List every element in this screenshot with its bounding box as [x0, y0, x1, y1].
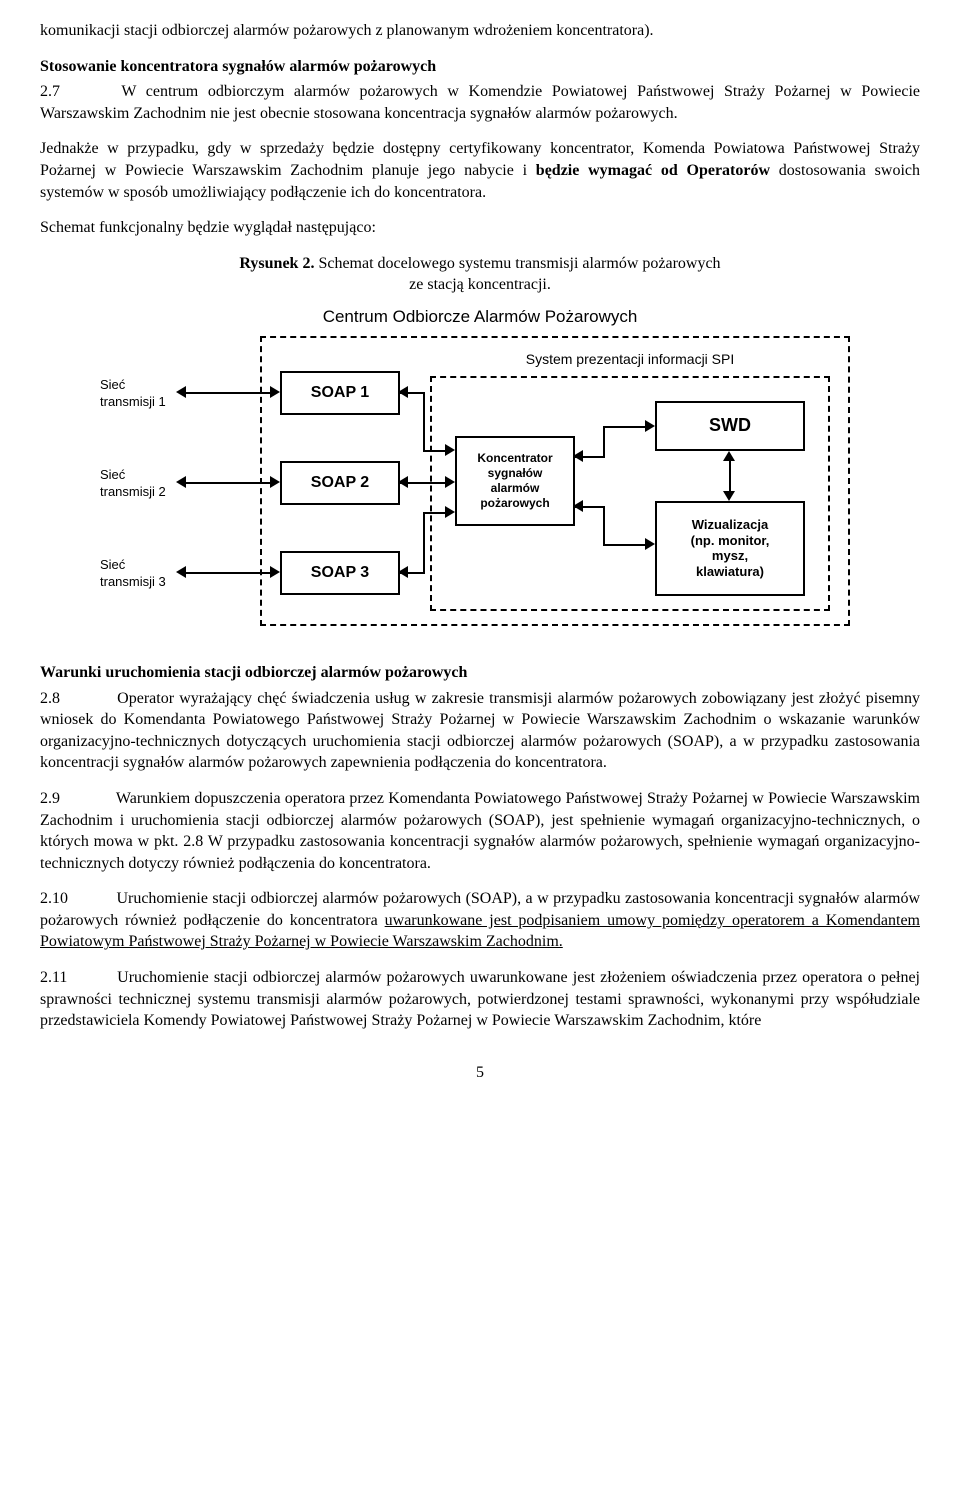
diagram: Centrum Odbiorcze Alarmów Pożarowych Sys…	[100, 306, 860, 636]
page-number: 5	[40, 1062, 920, 1084]
text-2-7b-bold: będzie wymagać od Operatorów	[536, 162, 770, 179]
figure-caption-b: Rysunek 2.	[239, 255, 318, 272]
num-2-7: 2.7	[40, 81, 112, 103]
net3-label: Sieć transmisji 3	[100, 556, 180, 591]
text-2-9: Warunkiem dopuszczenia operatora przez K…	[40, 790, 920, 872]
para-2-11: 2.11 Uruchomienie stacji odbiorczej alar…	[40, 967, 920, 1032]
num-2-11: 2.11	[40, 967, 112, 989]
diagram-title: Centrum Odbiorcze Alarmów Pożarowych	[100, 306, 860, 329]
para-2-10: 2.10 Uruchomienie stacji odbiorczej alar…	[40, 888, 920, 953]
soap2-box: SOAP 2	[280, 461, 400, 505]
text-2-8: Operator wyrażający chęć świadczenia usł…	[40, 690, 920, 772]
net1-label: Sieć transmisji 1	[100, 376, 180, 411]
net2-label: Sieć transmisji 2	[100, 466, 180, 501]
intro-tail: komunikacji stacji odbiorczej alarmów po…	[40, 20, 920, 42]
heading-2: Warunki uruchomienia stacji odbiorczej a…	[40, 662, 920, 684]
heading-1: Stosowanie koncentratora sygnałów alarmó…	[40, 56, 920, 78]
text-2-7: W centrum odbiorczym alarmów pożarowych …	[40, 83, 920, 122]
soap3-box: SOAP 3	[280, 551, 400, 595]
num-2-9: 2.9	[40, 788, 112, 810]
figure-caption-t1: Schemat docelowego systemu transmisji al…	[318, 255, 720, 272]
soap1-box: SOAP 1	[280, 371, 400, 415]
swd-box: SWD	[655, 401, 805, 451]
viz-box: Wizualizacja (np. monitor, mysz, klawiat…	[655, 501, 805, 596]
para-2-7b: Jednakże w przypadku, gdy w sprzedaży bę…	[40, 138, 920, 203]
text-2-11: Uruchomienie stacji odbiorczej alarmów p…	[40, 969, 920, 1029]
para-2-9: 2.9 Warunkiem dopuszczenia operatora prz…	[40, 788, 920, 874]
figure-caption: Rysunek 2. Schemat docelowego systemu tr…	[40, 253, 920, 296]
para-2-7c: Schemat funkcjonalny będzie wyglądał nas…	[40, 217, 920, 239]
koncentrator-box: Koncentrator sygnałów alarmów pożarowych	[455, 436, 575, 526]
para-2-7: 2.7 W centrum odbiorczym alarmów pożarow…	[40, 81, 920, 124]
figure-caption-t2: ze stacją koncentracji.	[409, 276, 551, 293]
spi-label: System prezentacji informacji SPI	[430, 350, 830, 369]
para-2-8: 2.8 Operator wyrażający chęć świadczenia…	[40, 688, 920, 774]
num-2-8: 2.8	[40, 688, 112, 710]
num-2-10: 2.10	[40, 888, 112, 910]
